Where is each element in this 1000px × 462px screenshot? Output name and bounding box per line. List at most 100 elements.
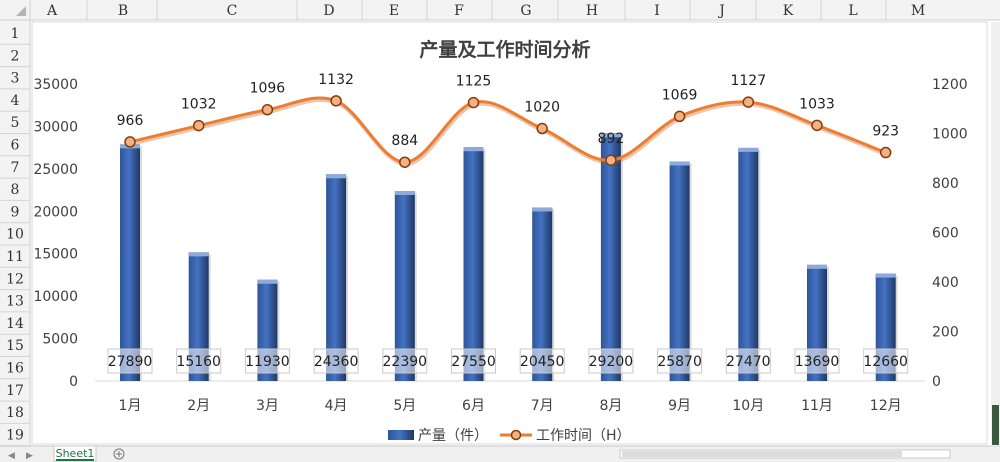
column-header-i[interactable]: I — [654, 3, 660, 19]
legend-bar-label: 产量（件） — [418, 428, 488, 444]
vertical-scrollbar[interactable] — [991, 22, 1000, 446]
tab-scroll-right-icon[interactable]: ▶ — [26, 451, 33, 461]
line-marker-5[interactable] — [399, 156, 411, 168]
y-left-tick-label: 0 — [69, 374, 78, 390]
row-header-10[interactable]: 10 — [6, 227, 24, 243]
row-header-4[interactable]: 4 — [11, 93, 20, 109]
bar-cap — [463, 147, 484, 152]
row-header-19[interactable]: 19 — [6, 427, 24, 443]
bar-1[interactable] — [120, 144, 140, 381]
bar-data-label: 27470 — [726, 354, 771, 370]
bar-data-label: 27890 — [108, 354, 153, 370]
x-tick-label: 12月 — [870, 398, 902, 414]
bar-data-label: 27550 — [451, 354, 496, 370]
line-marker-8[interactable] — [605, 154, 617, 166]
combo-chart[interactable]: 产量及工作时间分析 050001000015000200002500030000… — [31, 21, 988, 445]
row-header-17[interactable]: 17 — [6, 383, 24, 399]
bar-10[interactable] — [738, 147, 759, 381]
row-header-7[interactable]: 7 — [11, 160, 20, 176]
line-marker-3[interactable] — [261, 103, 274, 116]
line-data-label: 1127 — [730, 73, 766, 89]
bar-data-label: 15160 — [176, 354, 221, 370]
line-data-label: 1020 — [524, 100, 560, 116]
bar-cap — [669, 161, 690, 166]
bar-data-label: 22390 — [383, 354, 428, 370]
x-tick-label: 11月 — [801, 398, 833, 414]
bar-cap — [394, 191, 415, 196]
line-marker-4[interactable] — [330, 95, 342, 107]
line-marker-2[interactable] — [192, 119, 205, 132]
bar-data-label: 29200 — [589, 354, 634, 370]
bar-4[interactable] — [326, 174, 347, 381]
bar-6[interactable] — [463, 147, 484, 381]
y-right-tick-label: 600 — [932, 226, 959, 242]
line-marker-6[interactable] — [467, 96, 480, 109]
select-all-corner[interactable] — [16, 6, 26, 16]
column-header-g[interactable]: G — [520, 3, 531, 19]
column-header-j[interactable]: J — [717, 3, 725, 19]
row-header-15[interactable]: 15 — [6, 338, 24, 354]
bar-7[interactable] — [532, 207, 553, 381]
bar-label-box — [313, 348, 359, 374]
row-header-16[interactable]: 16 — [6, 361, 24, 377]
y-right-tick-label: 0 — [932, 374, 941, 390]
bar-label-box — [863, 348, 909, 374]
row-header-1[interactable]: 1 — [11, 26, 20, 42]
row-header-13[interactable]: 13 — [6, 294, 24, 310]
bar-5[interactable] — [394, 191, 415, 381]
y-right-tick-label: 200 — [932, 325, 959, 341]
row-header-18[interactable]: 18 — [6, 405, 24, 421]
bar-8[interactable] — [600, 133, 621, 381]
column-header-h[interactable]: H — [586, 3, 598, 19]
vertical-scroll-thumb[interactable] — [992, 405, 999, 445]
line-marker-10[interactable] — [742, 96, 755, 108]
row-header-11[interactable]: 11 — [6, 249, 24, 265]
row-header-3[interactable]: 3 — [11, 71, 20, 87]
column-header-k[interactable]: K — [783, 3, 794, 19]
row-header-5[interactable]: 5 — [11, 115, 20, 131]
y-left-tick-label: 20000 — [33, 204, 78, 220]
line-data-label: 892 — [598, 131, 625, 147]
row-header-14[interactable]: 14 — [6, 316, 24, 332]
sheet-tab-label: Sheet1 — [56, 447, 95, 460]
column-header-d[interactable]: D — [323, 3, 334, 19]
line-marker-7[interactable] — [536, 122, 548, 135]
row-header-8[interactable]: 8 — [11, 182, 20, 198]
bar-data-label: 25870 — [657, 354, 702, 370]
column-header-f[interactable]: F — [454, 3, 464, 19]
row-header-2[interactable]: 2 — [11, 48, 20, 64]
plus-circle-icon[interactable] — [113, 448, 125, 460]
column-header-e[interactable]: E — [389, 3, 399, 19]
row-header-9[interactable]: 9 — [11, 204, 20, 220]
x-tick-label: 3月 — [256, 398, 279, 414]
column-header-a[interactable]: A — [46, 3, 58, 19]
x-tick-label: 7月 — [531, 398, 554, 414]
row-header-6[interactable]: 6 — [11, 138, 20, 154]
column-header-b[interactable]: B — [118, 3, 128, 19]
column-header-c[interactable]: C — [227, 3, 238, 19]
y-right-tick-label: 1200 — [932, 77, 968, 93]
line-marker-1[interactable] — [124, 136, 136, 148]
y-left-tick-label: 25000 — [33, 162, 78, 178]
line-marker-9[interactable] — [673, 110, 686, 123]
tab-scroll-left-icon[interactable]: ◀ — [8, 451, 15, 461]
line-data-label: 884 — [391, 133, 418, 149]
line-marker-12[interactable] — [879, 146, 892, 159]
legend-bar-swatch — [388, 430, 414, 440]
y-left-tick-label: 35000 — [33, 77, 78, 93]
bar-data-label: 24360 — [314, 354, 359, 370]
bar-label-box — [794, 348, 840, 374]
x-tick-label: 9月 — [668, 398, 691, 414]
line-data-label: 1132 — [318, 72, 354, 88]
horizontal-scroll-thumb[interactable] — [622, 451, 902, 457]
line-marker-11[interactable] — [811, 119, 823, 132]
line-data-label: 1125 — [456, 74, 492, 90]
bar-cap — [807, 264, 827, 269]
bar-label-box — [176, 348, 222, 374]
bar-label-box — [107, 348, 153, 374]
bar-9[interactable] — [669, 161, 690, 381]
row-header-12[interactable]: 12 — [6, 271, 24, 287]
column-header-l[interactable]: L — [848, 3, 857, 19]
column-header-m[interactable]: M — [911, 3, 925, 19]
